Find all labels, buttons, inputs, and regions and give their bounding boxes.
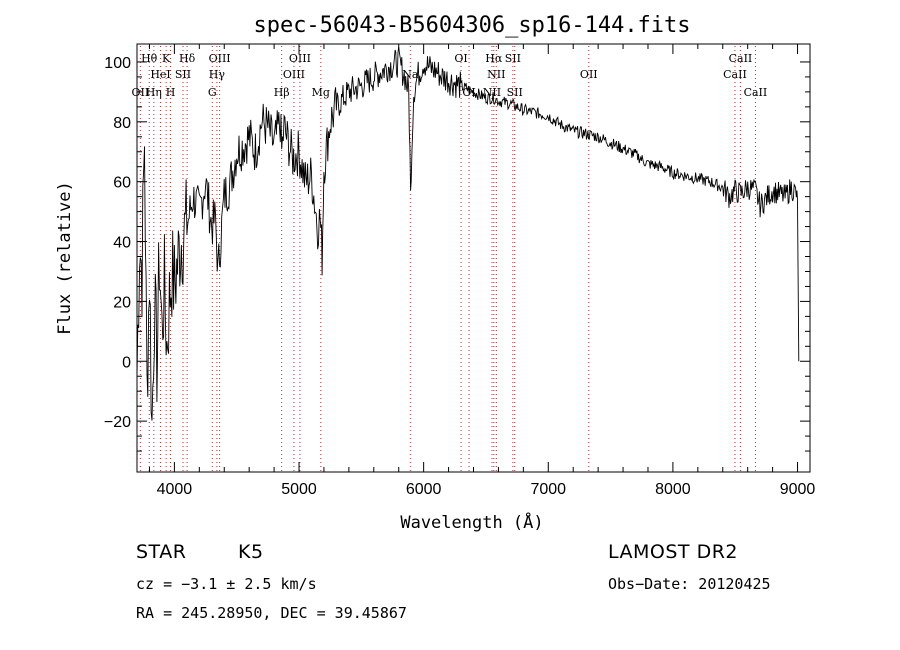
line-label-24: CaII: [723, 68, 747, 81]
survey-name: LAMOST DR2: [608, 541, 738, 563]
line-label-3: HeI: [150, 68, 170, 81]
x-axis-label: Wavelength (Å): [400, 511, 543, 533]
plot-frame: [136, 43, 811, 473]
line-label-15: Na: [402, 68, 419, 81]
chart-title: spec-56043-B5604306_sp16-144.fits: [253, 13, 690, 38]
spectral-line-markers: [139, 46, 756, 472]
line-label-26: CaII: [744, 86, 768, 99]
spectrum-series: [136, 47, 800, 421]
x-tick-label: 8000: [655, 481, 691, 498]
line-label-2: Hη: [146, 86, 162, 99]
line-label-12: OIII: [283, 68, 305, 81]
spectrum-line: [136, 47, 800, 421]
line-label-13: OIII: [289, 52, 311, 65]
line-label-21: SII: [505, 52, 521, 65]
line-label-20: NII: [487, 68, 505, 81]
y-tick-label: 100: [104, 55, 131, 72]
spectral-line-labels: OII Hθ Hη HeI K SII H Hδ OIII Hγ G Hβ OIII OIII Mg Na OI…: [132, 52, 768, 99]
line-label-14: Mg: [312, 86, 330, 99]
x-tick-label: 9000: [780, 481, 816, 498]
sky-coordinates: RA = 245.28950, DEC = 39.45867: [136, 604, 407, 622]
observation-date: Obs−Date: 20120425: [608, 575, 771, 593]
line-label-25: CaII: [729, 52, 753, 65]
y-tick-label: 20: [113, 294, 131, 311]
line-label-9: Hγ: [209, 68, 226, 81]
x-axis: 4000 5000 6000 7000 8000 9000: [148, 44, 816, 498]
y-axis: −20 0 20 40 60 80 100: [104, 55, 810, 452]
line-label-6: H: [166, 86, 176, 99]
spectral-subclass: K5: [238, 541, 264, 563]
y-tick-label: 0: [122, 354, 131, 371]
line-label-1: Hθ: [141, 52, 158, 65]
line-label-4: K: [162, 52, 171, 65]
line-label-10: G: [208, 86, 217, 99]
line-label-19: Hα: [485, 52, 503, 65]
line-label-23: OII: [580, 68, 598, 81]
line-label-16: OI: [454, 52, 467, 65]
object-class: STAR: [136, 541, 187, 563]
y-tick-label: −20: [104, 414, 131, 431]
line-label-11: Hβ: [274, 86, 290, 99]
y-tick-label: 60: [113, 175, 131, 192]
x-tick-label: 6000: [406, 481, 442, 498]
line-label-8: OIII: [209, 52, 231, 65]
x-tick-label: 7000: [530, 481, 566, 498]
line-label-7: Hδ: [179, 52, 196, 65]
line-label-22: SII: [507, 86, 523, 99]
redshift-velocity: cz = −3.1 ± 2.5 km/s: [136, 575, 317, 593]
line-label-18: NII: [483, 86, 501, 99]
line-label-5: SII: [175, 68, 191, 81]
y-axis-label: Flux (relative): [55, 181, 75, 335]
x-tick-label: 4000: [157, 481, 193, 498]
y-tick-label: 40: [113, 235, 131, 252]
line-label-0: OII: [132, 86, 150, 99]
x-tick-label: 5000: [281, 481, 317, 498]
y-tick-label: 80: [113, 115, 131, 132]
